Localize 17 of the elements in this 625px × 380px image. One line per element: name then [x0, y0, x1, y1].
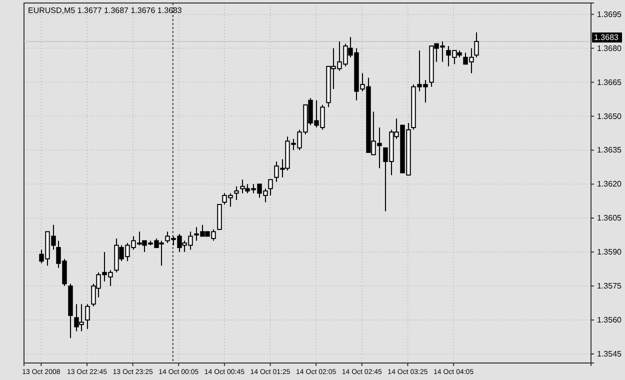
- y-tick-label: 1.3620: [597, 180, 622, 189]
- ref-line-label: 1.3683: [594, 32, 620, 42]
- y-tick-label: 1.3695: [597, 10, 622, 19]
- candlestick: [268, 179, 273, 196]
- y-tick-label: 1.3560: [597, 316, 622, 325]
- chart-title: EURUSD,M5 1.3677 1.3687 1.3676 1.3683: [28, 6, 182, 15]
- candlestick: [474, 32, 479, 58]
- y-tick-label: 1.3575: [597, 282, 622, 291]
- y-tick-label: 1.3605: [597, 214, 622, 223]
- y-tick-label: 1.3680: [597, 44, 622, 53]
- y-tick-label: 1.3650: [597, 112, 622, 121]
- y-tick-label: 1.3635: [597, 146, 622, 155]
- candlestick: [85, 304, 90, 330]
- y-tick-label: 1.3545: [597, 350, 622, 359]
- y-tick-label: 1.3590: [597, 248, 622, 257]
- y-tick-label: 1.3665: [597, 78, 622, 87]
- candlestick: [234, 186, 239, 200]
